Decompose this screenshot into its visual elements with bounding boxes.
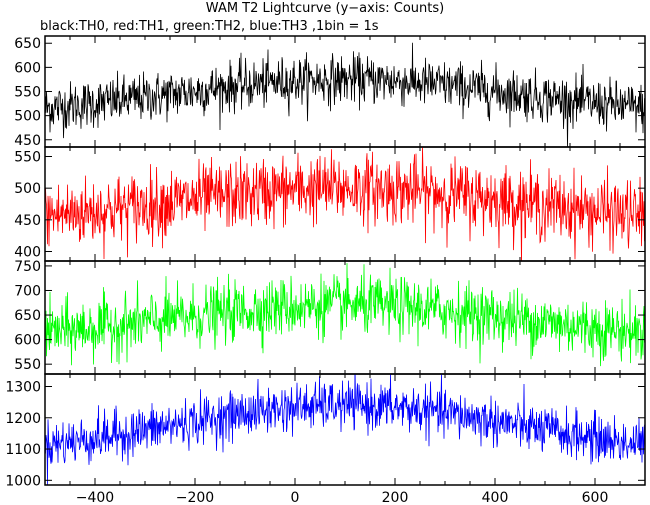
y-tick-label: 600 [14,333,41,349]
y-tick-label: 1100 [5,442,41,458]
x-tick-label: −400 [76,490,114,505]
y-tick-label: 500 [14,109,41,125]
series-line-th0 [45,42,645,147]
chart-subtitle: black:TH0, red:TH1, green:TH2, blue:TH3 … [40,19,379,34]
y-tick-label: 550 [14,357,41,373]
series-line-th1 [45,147,645,261]
y-tick-label: 700 [14,283,41,299]
y-tick-label: 450 [14,213,41,229]
x-tick-label: 600 [582,490,609,505]
y-tick-label: 550 [14,150,41,166]
y-tick-label: 600 [14,60,41,76]
x-tick-label: 0 [291,490,300,505]
panel-frame-th1 [44,146,646,262]
series-line-th2 [45,263,645,367]
chart-title: WAM T2 Lightcurve (y−axis: Counts) [205,1,445,16]
y-tick-label: 1300 [5,380,41,396]
x-tick-label: 400 [482,490,509,505]
y-tick-label: 450 [14,133,41,149]
y-tick-label: 750 [14,259,41,275]
x-tick-label: −200 [176,490,214,505]
panel-frame-th3 [44,373,646,486]
y-tick-label: 1200 [5,411,41,427]
series-line-th3 [45,374,645,485]
y-tick-label: 650 [14,36,41,52]
y-tick-label: 400 [14,245,41,261]
y-tick-label: 500 [14,181,41,197]
y-tick-label: 1000 [5,473,41,489]
y-tick-label: 650 [14,308,41,324]
x-tick-label: 200 [382,490,409,505]
y-tick-label: 550 [14,85,41,101]
